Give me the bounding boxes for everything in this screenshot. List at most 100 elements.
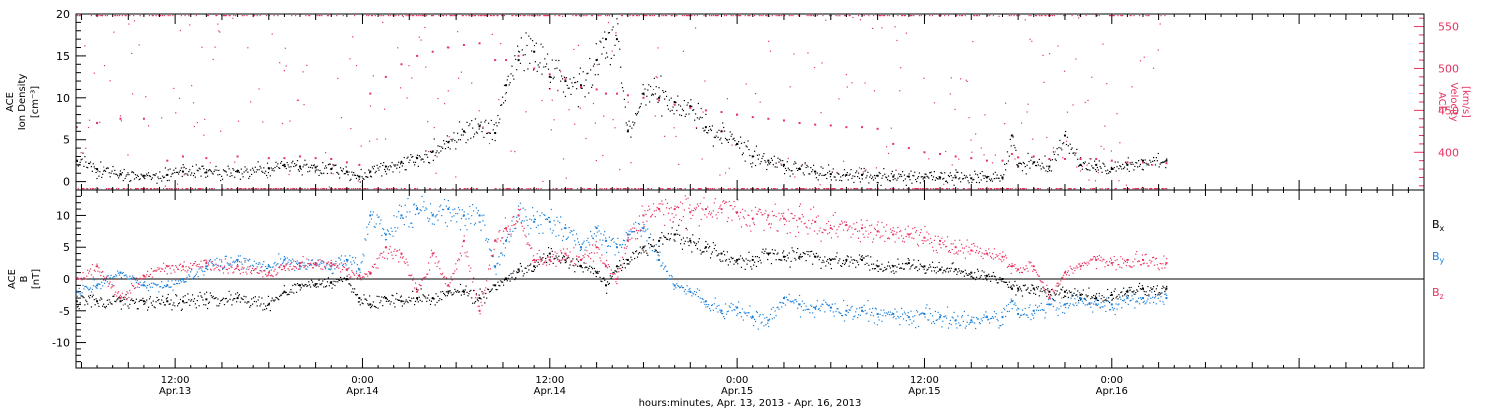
- data-point: [811, 15, 813, 17]
- data-point: [918, 172, 921, 174]
- data-point: [844, 175, 847, 177]
- data-point: [457, 139, 460, 141]
- data-point: [1047, 288, 1049, 290]
- data-point: [426, 208, 428, 210]
- data-point: [395, 230, 397, 232]
- data-point: [798, 168, 801, 171]
- data-point: [282, 261, 285, 263]
- data-point: [695, 243, 698, 245]
- data-point: [758, 315, 760, 317]
- data-point: [854, 175, 856, 178]
- data-point: [1117, 161, 1119, 163]
- data-point: [822, 15, 824, 17]
- data-point: [393, 164, 395, 166]
- data-point: [426, 300, 428, 302]
- data-point: [529, 264, 531, 266]
- data-point: [113, 295, 115, 297]
- data-point: [1051, 159, 1054, 161]
- data-point: [858, 307, 861, 309]
- data-point: [106, 281, 108, 283]
- data-point: [107, 303, 109, 305]
- data-point: [653, 245, 655, 247]
- velocity-tick-label: 550: [1438, 21, 1459, 34]
- data-point: [574, 271, 576, 273]
- data-point: [271, 33, 273, 35]
- data-point: [791, 247, 793, 249]
- data-point: [912, 174, 914, 177]
- data-point: [295, 165, 297, 167]
- data-point: [900, 316, 902, 318]
- data-point: [440, 150, 442, 152]
- data-point: [928, 177, 930, 179]
- data-point: [561, 228, 563, 230]
- data-point: [1010, 145, 1012, 147]
- data-point: [403, 303, 405, 305]
- data-point: [1123, 300, 1125, 302]
- data-point: [487, 122, 490, 124]
- data-point: [605, 292, 608, 294]
- data-point: [191, 188, 194, 190]
- data-point: [234, 298, 236, 300]
- data-point: [745, 145, 747, 147]
- data-point: [458, 291, 461, 293]
- data-point: [990, 188, 993, 190]
- data-point: [609, 245, 611, 248]
- data-point: [808, 251, 810, 253]
- data-point: [215, 15, 217, 17]
- data-point: [918, 268, 921, 270]
- data-point: [490, 15, 492, 17]
- data-point: [219, 31, 221, 33]
- data-point: [483, 136, 485, 139]
- data-point: [400, 214, 403, 217]
- data-point: [1156, 285, 1158, 287]
- data-point: [821, 303, 823, 305]
- data-point: [436, 156, 438, 158]
- data-point: [923, 77, 925, 79]
- data-point: [1151, 164, 1153, 166]
- data-point: [795, 162, 797, 164]
- data-point: [1081, 293, 1084, 296]
- data-point: [771, 249, 773, 251]
- data-point: [666, 188, 669, 190]
- data-point: [214, 46, 216, 48]
- data-point: [321, 172, 323, 175]
- data-point: [333, 164, 335, 166]
- data-point: [219, 302, 221, 305]
- data-point: [834, 303, 836, 305]
- data-point: [1063, 304, 1065, 306]
- data-point: [989, 275, 991, 278]
- data-point: [692, 109, 694, 111]
- data-point: [569, 188, 571, 190]
- data-point: [979, 322, 981, 325]
- data-point: [202, 188, 204, 190]
- data-point: [350, 178, 352, 180]
- data-point: [357, 180, 359, 182]
- data-point: [365, 298, 367, 300]
- data-point: [275, 296, 277, 299]
- data-point: [1087, 99, 1089, 102]
- data-point: [507, 75, 509, 77]
- data-point: [414, 300, 417, 303]
- data-point: [808, 15, 810, 17]
- data-point: [828, 304, 831, 306]
- data-point: [170, 188, 172, 190]
- data-point: [583, 262, 585, 264]
- data-point: [470, 289, 472, 291]
- data-point: [481, 291, 483, 293]
- data-point: [146, 188, 148, 190]
- data-point: [512, 15, 514, 17]
- data-point: [221, 298, 224, 301]
- data-point: [389, 303, 391, 305]
- data-point: [250, 304, 252, 307]
- data-point: [610, 57, 612, 60]
- data-point: [391, 294, 393, 296]
- data-point: [611, 275, 613, 278]
- data-point: [192, 174, 195, 177]
- data-point: [824, 188, 826, 190]
- data-point: [575, 81, 577, 84]
- data-point: [524, 15, 526, 17]
- data-point: [125, 15, 127, 17]
- data-point: [275, 265, 277, 267]
- data-point: [205, 188, 207, 190]
- data-point: [1035, 286, 1038, 288]
